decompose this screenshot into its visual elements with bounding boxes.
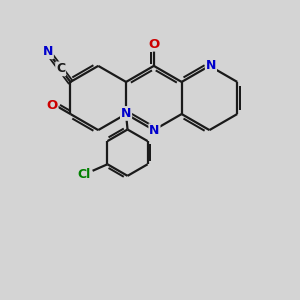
Text: N: N <box>121 107 131 120</box>
Text: N: N <box>149 124 160 137</box>
Text: Cl: Cl <box>78 168 91 181</box>
Text: O: O <box>148 38 160 51</box>
Text: N: N <box>43 45 53 58</box>
Text: N: N <box>206 59 216 72</box>
Text: C: C <box>56 62 65 75</box>
Text: O: O <box>46 99 58 112</box>
